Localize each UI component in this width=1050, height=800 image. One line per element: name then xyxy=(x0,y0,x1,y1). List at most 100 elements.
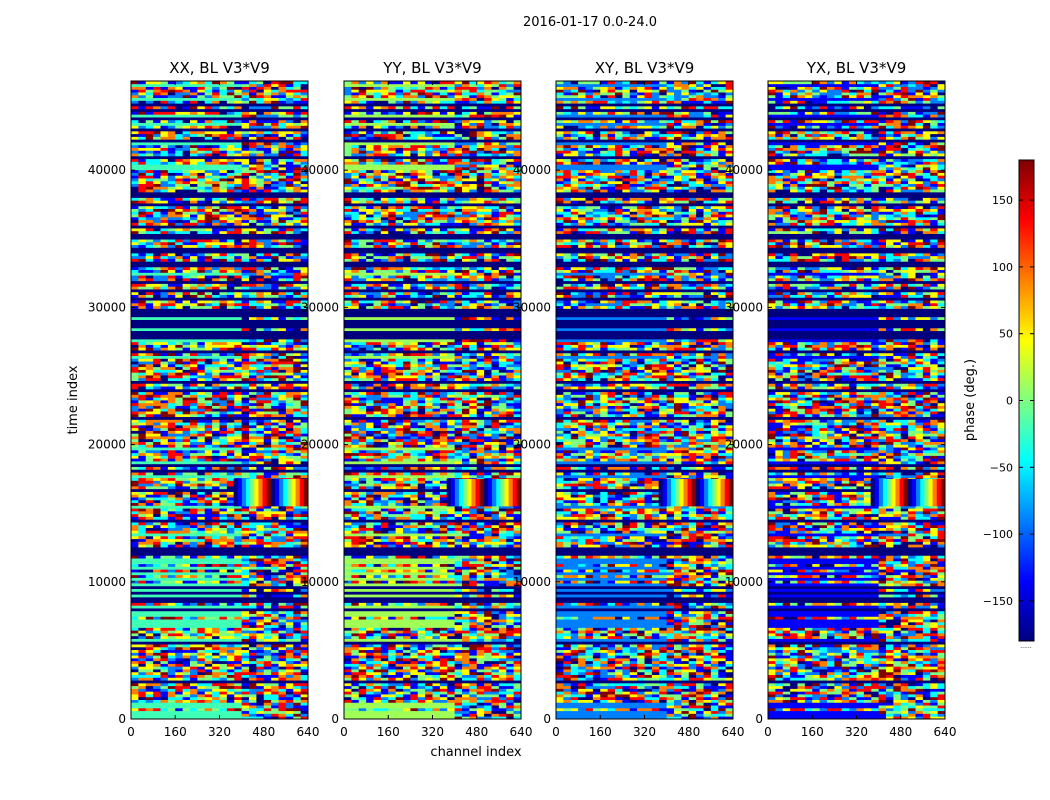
noise-cell xyxy=(469,616,477,619)
noise-cell xyxy=(153,394,161,397)
noise-cell xyxy=(175,231,183,234)
noise-cell xyxy=(138,697,146,700)
noise-cell xyxy=(197,220,205,223)
noise-cell xyxy=(264,683,272,686)
noise-cell xyxy=(153,300,161,303)
noise-cell xyxy=(220,161,228,164)
noise-cell xyxy=(161,644,169,647)
uniform-row xyxy=(131,614,243,617)
noise-cell xyxy=(190,242,198,245)
noise-cell xyxy=(293,406,301,409)
noise-cell xyxy=(212,467,220,470)
noise-cell xyxy=(381,602,389,605)
noise-cell xyxy=(220,153,228,156)
noise-cell xyxy=(205,256,213,259)
noise-cell xyxy=(242,364,250,367)
noise-cell xyxy=(168,669,176,672)
noise-cell xyxy=(271,633,279,636)
noise-cell xyxy=(131,458,139,461)
noise-cell xyxy=(359,602,367,605)
noise-cell xyxy=(131,627,139,630)
noise-cell xyxy=(183,161,191,164)
noise-cell xyxy=(403,630,411,633)
noise-cell xyxy=(234,89,242,92)
noise-cell xyxy=(131,644,139,647)
noise-cell xyxy=(462,658,470,661)
noise-cell xyxy=(197,228,205,231)
noise-cell xyxy=(153,675,161,678)
noise-cell xyxy=(514,686,522,689)
noise-cell xyxy=(227,112,235,115)
noise-cell xyxy=(197,480,205,483)
noise-cell xyxy=(256,295,264,298)
noise-cell xyxy=(220,486,228,489)
noise-cell xyxy=(418,564,426,567)
noise-cell xyxy=(197,283,205,286)
noise-cell xyxy=(168,616,176,619)
noise-cell xyxy=(197,444,205,447)
noise-cell xyxy=(242,228,250,231)
noise-cell xyxy=(301,367,309,370)
noise-cell xyxy=(418,636,426,639)
noise-cell xyxy=(161,517,169,520)
noise-cell xyxy=(477,713,485,716)
noise-cell xyxy=(271,414,279,417)
noise-cell xyxy=(197,517,205,520)
noise-cell xyxy=(153,536,161,539)
noise-cell xyxy=(256,231,264,234)
noise-cell xyxy=(153,450,161,453)
noise-cell xyxy=(477,625,485,628)
noise-cell xyxy=(175,633,183,636)
noise-cell xyxy=(212,422,220,425)
noise-cell xyxy=(462,675,470,678)
noise-cell xyxy=(462,700,470,703)
noise-cell xyxy=(242,112,250,115)
uniform-row xyxy=(344,711,456,714)
uniform-row xyxy=(131,272,243,275)
noise-cell xyxy=(256,611,264,614)
noise-cell xyxy=(175,616,183,619)
noise-cell xyxy=(506,569,514,572)
noise-cell xyxy=(168,383,176,386)
noise-cell xyxy=(190,295,198,298)
noise-cell xyxy=(197,708,205,711)
noise-cell xyxy=(190,522,198,525)
noise-cell xyxy=(447,661,455,664)
noise-cell xyxy=(205,239,213,242)
noise-cell xyxy=(234,217,242,220)
fringe-stripe xyxy=(271,479,275,506)
noise-cell xyxy=(279,691,287,694)
noise-cell xyxy=(293,220,301,223)
noise-cell xyxy=(469,650,477,653)
noise-cell xyxy=(301,150,309,153)
noise-cell xyxy=(197,691,205,694)
noise-cell xyxy=(197,658,205,661)
noise-cell xyxy=(242,145,250,148)
noise-cell xyxy=(499,611,507,614)
noise-cell xyxy=(484,711,492,714)
noise-cell xyxy=(131,217,139,220)
noise-cell xyxy=(183,206,191,209)
noise-cell xyxy=(212,403,220,406)
noise-cell xyxy=(131,431,139,434)
noise-cell xyxy=(131,136,139,139)
noise-cell xyxy=(146,253,154,256)
noise-cell xyxy=(410,666,418,669)
noise-cell xyxy=(190,655,198,658)
noise-cell xyxy=(256,528,264,531)
noise-cell xyxy=(293,114,301,117)
noise-cell xyxy=(249,666,257,669)
noise-cell xyxy=(234,120,242,123)
noise-cell xyxy=(293,283,301,286)
noise-cell xyxy=(425,650,433,653)
noise-cell xyxy=(301,661,309,664)
noise-cell xyxy=(153,173,161,176)
noise-cell xyxy=(138,500,146,503)
noise-cell xyxy=(279,605,287,608)
noise-cell xyxy=(293,200,301,203)
noise-cell xyxy=(242,675,250,678)
noise-cell xyxy=(279,655,287,658)
noise-cell xyxy=(131,222,139,225)
noise-cell xyxy=(190,148,198,151)
noise-cell xyxy=(234,669,242,672)
